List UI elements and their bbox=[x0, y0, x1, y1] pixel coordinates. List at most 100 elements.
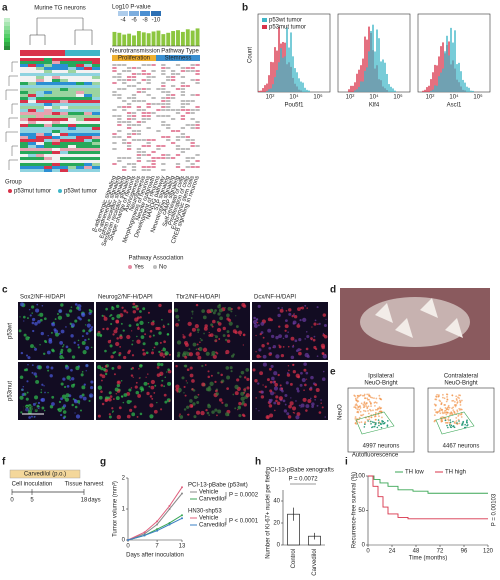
association-cell bbox=[122, 157, 127, 159]
label: 50 bbox=[358, 508, 365, 514]
cell bbox=[255, 397, 257, 399]
cell bbox=[57, 408, 60, 411]
heatmap-cell bbox=[76, 130, 84, 133]
histogram-bar bbox=[466, 86, 468, 92]
cell bbox=[58, 332, 61, 335]
panel-title: Murine TG neurons bbox=[34, 6, 86, 12]
cell bbox=[27, 409, 32, 414]
heatmap-cell bbox=[28, 85, 36, 88]
association-cell bbox=[195, 70, 200, 72]
event bbox=[363, 405, 366, 408]
cell bbox=[299, 383, 303, 387]
association-cell bbox=[161, 115, 166, 117]
label: Autofluorescence bbox=[352, 453, 399, 459]
cell bbox=[102, 327, 105, 331]
heatmap-cell bbox=[28, 157, 36, 160]
heatmap-cell bbox=[20, 133, 28, 136]
cell bbox=[285, 309, 288, 312]
cell bbox=[245, 393, 250, 398]
cell bbox=[132, 310, 137, 314]
cell bbox=[278, 396, 283, 401]
cell bbox=[297, 375, 301, 379]
association-cell bbox=[112, 76, 117, 78]
association-cell bbox=[151, 157, 156, 159]
event bbox=[449, 412, 451, 415]
heatmap-cell bbox=[76, 100, 84, 103]
cell bbox=[70, 306, 73, 308]
heatmap-cell bbox=[20, 151, 28, 154]
heatmap-cell bbox=[36, 139, 44, 142]
association-cell bbox=[131, 79, 137, 81]
heatmap-cell bbox=[60, 64, 68, 67]
color-scale bbox=[4, 22, 10, 26]
heatmap-cell bbox=[60, 169, 68, 172]
cell bbox=[297, 348, 301, 352]
heatmap-cell bbox=[84, 133, 92, 136]
cell bbox=[55, 332, 60, 337]
cell bbox=[215, 392, 219, 396]
cell bbox=[305, 409, 308, 412]
heatmap-cell bbox=[76, 73, 84, 76]
heatmap-cell bbox=[92, 94, 100, 97]
association-cell bbox=[117, 88, 122, 90]
cell bbox=[131, 354, 135, 357]
heatmap-cell bbox=[36, 91, 44, 94]
event bbox=[456, 402, 459, 404]
histogram-bar bbox=[294, 68, 296, 92]
cell bbox=[298, 338, 302, 342]
bar bbox=[185, 29, 190, 46]
label: 18 bbox=[81, 498, 88, 504]
cell bbox=[323, 323, 327, 328]
cell bbox=[62, 404, 67, 408]
cell bbox=[151, 397, 154, 400]
event bbox=[355, 407, 357, 409]
heatmap-cell bbox=[76, 94, 84, 97]
heatmap-cell bbox=[44, 127, 52, 130]
association-cell bbox=[141, 64, 146, 66]
heatmap-cell bbox=[28, 112, 36, 115]
heatmap-cell bbox=[36, 67, 44, 70]
cell bbox=[268, 346, 272, 350]
heatmap-cell bbox=[60, 58, 68, 61]
histogram-bar bbox=[440, 46, 442, 92]
cell bbox=[97, 414, 101, 418]
histogram-bar bbox=[288, 47, 290, 92]
heatmap-cell bbox=[44, 58, 52, 61]
cell bbox=[300, 403, 305, 408]
event bbox=[458, 407, 461, 410]
association-cell bbox=[190, 100, 195, 102]
heatmap-cell bbox=[20, 70, 28, 73]
association-cell bbox=[180, 148, 186, 150]
heatmap-cell bbox=[36, 163, 44, 166]
association-cell bbox=[112, 94, 117, 96]
histogram-bar bbox=[458, 62, 460, 92]
event bbox=[458, 413, 460, 416]
cell bbox=[126, 414, 131, 419]
plot-frame bbox=[347, 387, 415, 453]
cell bbox=[285, 381, 289, 385]
heatmap-cell bbox=[20, 154, 28, 157]
cell bbox=[164, 400, 168, 404]
cell bbox=[186, 368, 190, 372]
association-cell bbox=[141, 91, 146, 93]
association-cell bbox=[151, 166, 156, 168]
cell bbox=[66, 375, 71, 380]
cell bbox=[284, 403, 287, 406]
event bbox=[378, 415, 380, 418]
association-cell bbox=[175, 139, 181, 141]
cell bbox=[51, 402, 55, 406]
association-cell bbox=[161, 103, 166, 105]
heatmap-cell bbox=[92, 85, 100, 88]
heatmap-cell bbox=[36, 103, 44, 106]
cell bbox=[226, 330, 230, 334]
cell bbox=[31, 321, 35, 325]
cell bbox=[110, 322, 113, 326]
histogram-bar bbox=[446, 35, 448, 92]
cell bbox=[279, 308, 284, 313]
cell bbox=[277, 373, 280, 377]
association-cell bbox=[170, 97, 176, 99]
cell bbox=[60, 329, 65, 334]
cell bbox=[23, 320, 25, 322]
cell bbox=[325, 318, 327, 320]
association-cell bbox=[161, 73, 166, 75]
